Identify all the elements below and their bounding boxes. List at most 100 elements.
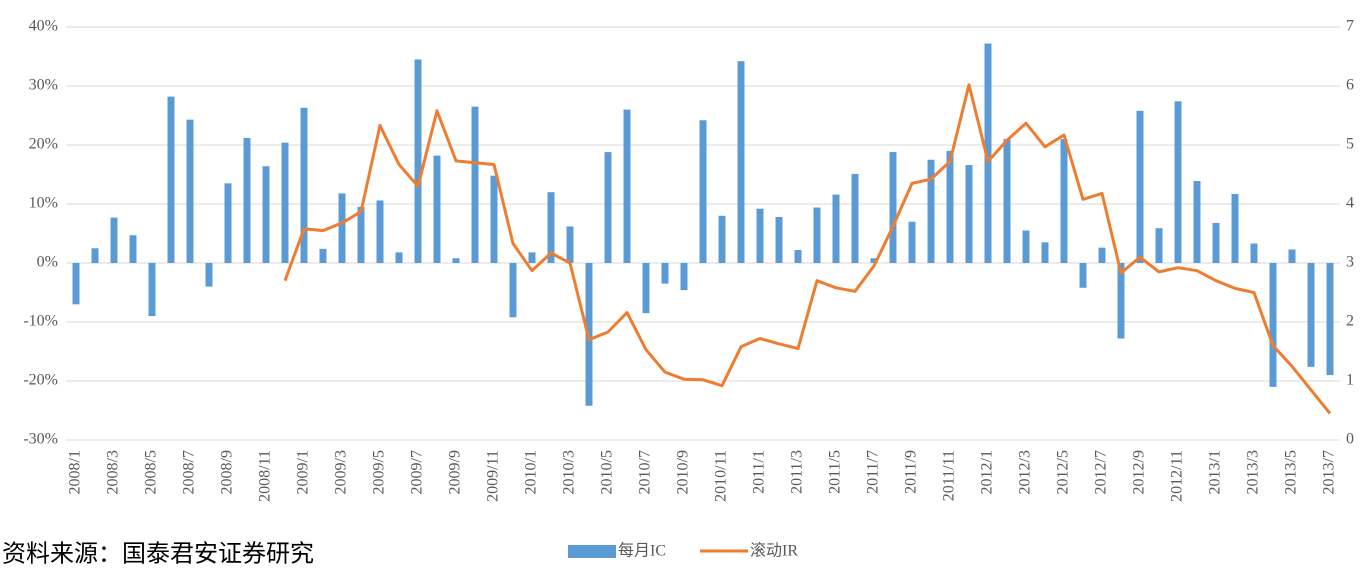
x-tick-label: 2011/1 — [751, 450, 768, 494]
bar — [1231, 193, 1239, 263]
x-tick-label: 2012/3 — [1017, 450, 1034, 494]
bar — [1022, 230, 1030, 263]
y2-tick-label: 4 — [1346, 195, 1354, 212]
x-tick-label: 2011/7 — [865, 450, 882, 494]
bar — [699, 120, 707, 263]
bar — [642, 263, 650, 314]
bar — [1041, 242, 1049, 263]
bar — [91, 248, 99, 263]
bar — [528, 252, 536, 263]
bar — [110, 217, 118, 263]
bar — [965, 165, 973, 263]
bar — [509, 263, 517, 318]
bar — [433, 155, 441, 263]
x-tick-label: 2009/5 — [371, 450, 388, 494]
bar — [1307, 263, 1315, 367]
y-tick-label: -20% — [23, 372, 58, 389]
bar — [1155, 228, 1163, 263]
x-tick-label: 2008/3 — [105, 450, 122, 494]
y-tick-label: 10% — [29, 195, 58, 212]
bar — [1079, 263, 1087, 288]
y-tick-label: 20% — [29, 136, 58, 153]
x-tick-label: 2010/7 — [637, 450, 654, 494]
bar — [604, 152, 612, 263]
bar — [794, 250, 802, 263]
bar — [946, 150, 954, 263]
bar — [870, 258, 878, 263]
x-tick-label: 2012/11 — [1169, 450, 1186, 502]
bar — [718, 215, 726, 263]
x-tick-label: 2009/7 — [409, 450, 426, 494]
x-tick-label: 2009/1 — [295, 450, 312, 494]
x-tick-label: 2011/11 — [941, 450, 958, 501]
x-tick-label: 2008/11 — [257, 450, 274, 502]
x-tick-label: 2008/5 — [143, 450, 160, 494]
bar — [471, 106, 479, 264]
x-tick-label: 2008/1 — [67, 450, 84, 494]
bar — [984, 43, 992, 263]
bar — [395, 252, 403, 263]
bar — [1060, 139, 1068, 263]
x-tick-label: 2012/9 — [1131, 450, 1148, 494]
source-note: 资料来源：国泰君安证券研究 — [2, 541, 314, 568]
bar — [889, 152, 897, 263]
x-tick-label: 2009/3 — [333, 450, 350, 494]
bar — [167, 96, 175, 264]
bar — [281, 142, 289, 263]
x-tick-label: 2013/3 — [1245, 450, 1262, 494]
x-tick-label: 2008/7 — [181, 450, 198, 494]
bar — [1136, 110, 1144, 263]
bar — [243, 137, 251, 263]
bar — [319, 248, 327, 263]
y-tick-label: 30% — [29, 77, 58, 94]
bar — [813, 207, 821, 263]
x-tick-label: 2009/11 — [485, 450, 502, 502]
x-tick-label: 2013/5 — [1283, 450, 1300, 494]
bar — [832, 194, 840, 263]
bar — [414, 59, 422, 264]
bar — [908, 221, 916, 263]
bar — [1003, 139, 1011, 263]
bar — [129, 235, 137, 263]
legend-label: 滚动IR — [750, 542, 798, 560]
x-tick-label: 2010/9 — [675, 450, 692, 494]
bar — [1193, 180, 1201, 263]
x-tick-label: 2008/9 — [219, 450, 236, 494]
bar — [148, 263, 156, 317]
x-tick-label: 2012/5 — [1055, 450, 1072, 494]
x-tick-label: 2013/1 — [1207, 450, 1224, 494]
x-tick-label: 2012/7 — [1093, 450, 1110, 494]
bar — [300, 107, 308, 263]
bar — [1098, 247, 1106, 263]
y-tick-label: -30% — [23, 431, 58, 448]
x-tick-label: 2013/7 — [1321, 450, 1338, 494]
y2-tick-label: 6 — [1346, 77, 1354, 94]
x-tick-label: 2011/5 — [827, 450, 844, 494]
bar — [262, 166, 270, 263]
y2-tick-label: 5 — [1346, 136, 1354, 153]
line — [283, 83, 1332, 415]
bar — [1269, 263, 1277, 387]
bar — [661, 263, 669, 284]
x-tick-label: 2010/11 — [713, 450, 730, 502]
bar — [756, 208, 764, 263]
bar — [1288, 249, 1296, 263]
x-tick-label: 2011/9 — [903, 450, 920, 494]
bar — [775, 216, 783, 263]
y-tick-label: 0% — [37, 254, 58, 271]
bar — [1174, 101, 1182, 263]
bar — [623, 109, 631, 263]
bar — [1250, 243, 1258, 263]
bar — [357, 206, 365, 263]
bar — [927, 159, 935, 263]
bar — [680, 263, 688, 291]
y-tick-label: 40% — [29, 18, 58, 35]
bar — [547, 192, 555, 263]
y2-tick-label: 0 — [1346, 431, 1354, 448]
bar — [205, 263, 213, 287]
y2-tick-label: 3 — [1346, 254, 1354, 271]
bar — [186, 119, 194, 263]
bar — [737, 61, 745, 263]
bar — [72, 263, 80, 305]
